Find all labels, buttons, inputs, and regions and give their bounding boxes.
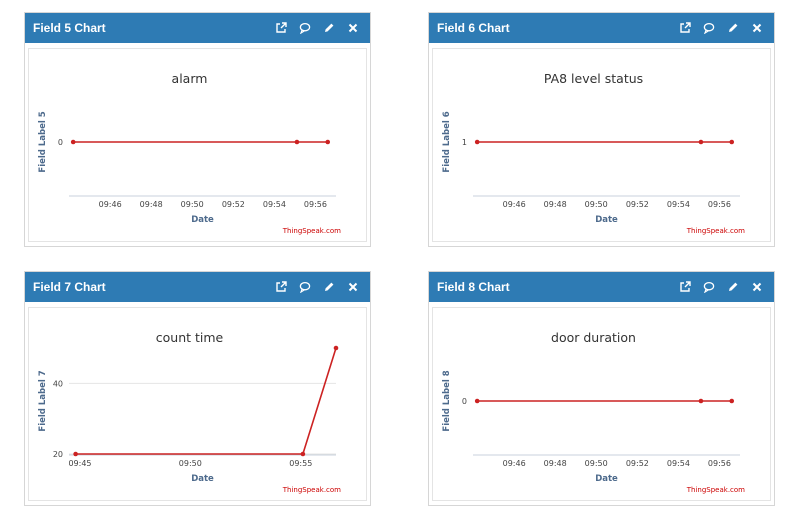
y-axis-label: Field Label 8 <box>442 370 452 431</box>
y-tick-label: 40 <box>53 379 63 388</box>
line-chart-field-5: alarm 0 09:46 09:48 09:50 09:52 09:54 09:56 Date… <box>38 71 341 235</box>
credit-link[interactable]: ThingSpeak.com <box>686 486 745 494</box>
line-chart-field-8: door duration 0 09:46 09:48 09:50 09:52 09:54 0… <box>442 330 745 494</box>
data-point[interactable] <box>300 451 306 457</box>
x-axis-label: Date <box>191 474 214 484</box>
data-point[interactable] <box>698 398 704 404</box>
card-header: Field 5 Chart <box>25 13 370 43</box>
x-tick-label: 09:50 <box>585 200 608 209</box>
x-axis-label: Date <box>191 215 214 225</box>
comment-icon[interactable] <box>298 280 312 294</box>
y-tick-label: 0 <box>58 138 63 147</box>
card-header: Field 7 Chart <box>25 272 370 302</box>
x-tick-label: 09:52 <box>222 200 245 209</box>
chart-card-field-5: Field 5 Chart alarm 0 09:46 09:48 09:50 09:52… <box>24 12 371 247</box>
data-point[interactable] <box>294 139 300 145</box>
chart-title: PA8 level status <box>544 71 643 86</box>
card-toolbar <box>274 21 360 35</box>
x-tick-label: 09:46 <box>503 200 526 209</box>
data-point[interactable] <box>729 398 735 404</box>
plot-area: alarm 0 09:46 09:48 09:50 09:52 09:54 09:56 Date… <box>28 48 367 242</box>
chart-card-field-6: Field 6 Chart PA8 level status 1 09:46 09:4… <box>428 12 775 247</box>
pencil-icon[interactable] <box>726 21 740 35</box>
comment-icon[interactable] <box>702 280 716 294</box>
external-link-icon[interactable] <box>678 21 692 35</box>
x-tick-label: 09:56 <box>304 200 327 209</box>
chart-card-field-8: Field 8 Chart door duration 0 09:46 09:48 09… <box>428 271 775 506</box>
y-tick-label: 1 <box>462 138 467 147</box>
credit-link[interactable]: ThingSpeak.com <box>686 227 745 235</box>
data-point[interactable] <box>73 451 78 457</box>
data-point[interactable] <box>729 139 735 145</box>
x-tick-label: 09:56 <box>708 200 731 209</box>
credit-link[interactable]: ThingSpeak.com <box>282 486 341 494</box>
y-axis-label: Field Label 6 <box>442 111 452 172</box>
card-toolbar <box>678 280 764 294</box>
close-icon[interactable] <box>750 21 764 35</box>
x-tick-label: 09:56 <box>708 459 731 468</box>
x-tick-label: 09:46 <box>503 459 526 468</box>
data-point[interactable] <box>70 139 76 145</box>
card-title: Field 5 Chart <box>33 21 106 35</box>
data-point[interactable] <box>474 398 480 404</box>
x-tick-label: 09:54 <box>667 459 690 468</box>
data-point[interactable] <box>698 139 704 145</box>
x-tick-label: 09:48 <box>544 200 567 209</box>
y-tick-label: 0 <box>462 397 467 406</box>
comment-icon[interactable] <box>298 21 312 35</box>
card-toolbar <box>678 21 764 35</box>
external-link-icon[interactable] <box>678 280 692 294</box>
card-title: Field 7 Chart <box>33 280 106 294</box>
x-tick-label: 09:52 <box>626 459 649 468</box>
card-title: Field 6 Chart <box>437 21 510 35</box>
card-header: Field 8 Chart <box>429 272 774 302</box>
data-point[interactable] <box>325 139 331 145</box>
line-chart-field-6: PA8 level status 1 09:46 09:48 09:50 09:52 09:… <box>442 71 745 235</box>
credit-link[interactable]: ThingSpeak.com <box>282 227 341 235</box>
x-tick-label: 09:55 <box>289 459 312 468</box>
card-toolbar <box>274 280 360 294</box>
y-axis-label: Field Label 5 <box>38 111 48 172</box>
comment-icon[interactable] <box>702 21 716 35</box>
plot-area: count time 20 40 09:45 09:50 09:55 Date Field L… <box>28 307 367 501</box>
x-tick-label: 09:46 <box>99 200 122 209</box>
x-tick-label: 09:50 <box>181 200 204 209</box>
data-point[interactable] <box>474 139 480 145</box>
plot-area: door duration 0 09:46 09:48 09:50 09:52 09:54 0… <box>432 307 771 501</box>
card-header: Field 6 Chart <box>429 13 774 43</box>
plot-area: PA8 level status 1 09:46 09:48 09:50 09:52 09:… <box>432 48 771 242</box>
external-link-icon[interactable] <box>274 21 288 35</box>
line-chart-field-7: count time 20 40 09:45 09:50 09:55 Date Field L… <box>38 330 341 494</box>
card-title: Field 8 Chart <box>437 280 510 294</box>
x-tick-label: 09:50 <box>179 459 202 468</box>
pencil-icon[interactable] <box>322 280 336 294</box>
external-link-icon[interactable] <box>274 280 288 294</box>
pencil-icon[interactable] <box>726 280 740 294</box>
y-tick-label: 20 <box>53 450 63 459</box>
x-tick-label: 09:54 <box>667 200 690 209</box>
y-axis-label: Field Label 7 <box>38 370 48 431</box>
chart-title: door duration <box>551 330 636 345</box>
x-tick-label: 09:48 <box>140 200 163 209</box>
x-tick-label: 09:45 <box>68 459 91 468</box>
data-point[interactable] <box>333 345 339 351</box>
x-tick-label: 09:54 <box>263 200 286 209</box>
chart-title: alarm <box>172 71 208 86</box>
x-tick-label: 09:52 <box>626 200 649 209</box>
x-tick-label: 09:48 <box>544 459 567 468</box>
close-icon[interactable] <box>750 280 764 294</box>
pencil-icon[interactable] <box>322 21 336 35</box>
chart-title: count time <box>156 330 224 345</box>
x-tick-label: 09:50 <box>585 459 608 468</box>
chart-card-field-7: Field 7 Chart count time 20 40 09:45 09:50 09… <box>24 271 371 506</box>
close-icon[interactable] <box>346 21 360 35</box>
x-axis-label: Date <box>595 474 618 484</box>
x-axis-label: Date <box>595 215 618 225</box>
series-line <box>75 347 337 455</box>
close-icon[interactable] <box>346 280 360 294</box>
